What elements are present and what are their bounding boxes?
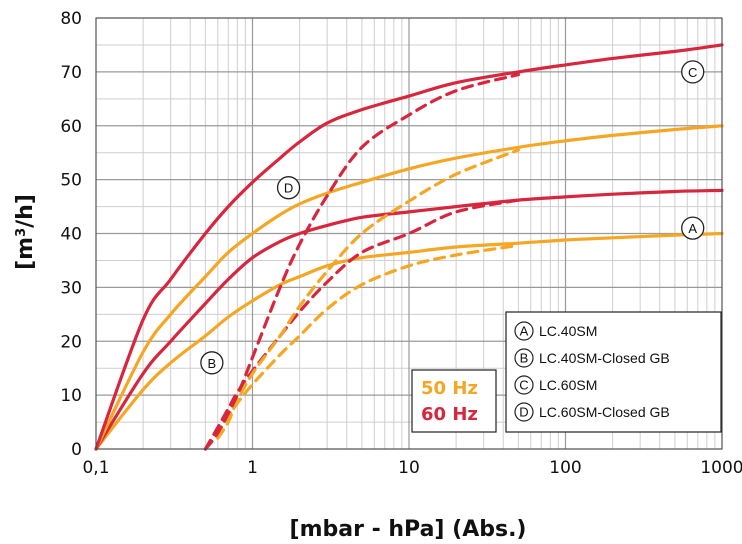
curve-c-50hz [94, 124, 724, 451]
y-tick-label: 70 [60, 63, 82, 83]
legend-entry-b: B LC.40SM-Closed GB [514, 348, 670, 368]
x-tick-label: 10 [398, 458, 420, 478]
legend-marker-letter: D [519, 405, 528, 420]
y-tick-label: 30 [60, 278, 82, 298]
curve-d-50hz [216, 148, 520, 440]
legend-label: LC.40SM-Closed GB [539, 350, 670, 366]
y-axis-title: [m3/h] [13, 194, 38, 270]
curve-c-60hz [94, 43, 724, 451]
model-legend-box [505, 311, 722, 433]
y-tick-label: 60 [60, 117, 82, 137]
legend-label: LC.60SM-Closed GB [539, 404, 670, 420]
x-tick-label: 1 [247, 458, 258, 478]
marker-circle [681, 216, 705, 240]
x-tick-labels: 0,1 1 10 100 1000 [82, 458, 742, 478]
marker-letter: C [688, 65, 697, 80]
plot-frame [95, 17, 723, 450]
legend-marker-circle [514, 402, 534, 422]
y-tick-label: 0 [71, 440, 82, 460]
legend-marker-letter: C [519, 378, 528, 393]
x-axis-title: [mbar - hPa] (Abs.) [290, 517, 527, 542]
x-tick-label: 0,1 [82, 458, 109, 478]
y-tick-labels: 0 10 20 30 40 50 60 70 80 [60, 9, 82, 460]
curve-marker-d: D [276, 176, 301, 200]
legend-marker-letter: B [520, 351, 529, 366]
marker-letter: A [688, 221, 697, 236]
x-tick-label: 100 [549, 458, 581, 478]
y-axis-title-main: [m [13, 237, 38, 270]
marker-letter: B [208, 356, 217, 371]
legend-entry-a: A LC.40SM [514, 321, 597, 341]
curve-d-60hz [203, 73, 520, 451]
legend-entry-c: C LC.60SM [514, 375, 597, 395]
frequency-legend-box [411, 369, 497, 433]
legend-marker-circle [514, 321, 534, 341]
frequency-legend: 50 Hz 60 Hz [411, 369, 497, 433]
marker-letter: D [284, 181, 293, 196]
frequency-60hz-label: 60 Hz [421, 404, 478, 425]
legend-label: LC.60SM [539, 377, 597, 393]
curve-marker-a: A [681, 216, 705, 240]
curve-a-60hz [94, 188, 724, 451]
x-tick-label: 1000 [700, 458, 742, 478]
marker-circle [276, 176, 301, 200]
y-tick-label: 10 [60, 386, 82, 406]
marker-circle [681, 60, 705, 84]
y-tick-label: 20 [60, 332, 82, 352]
legend-marker-circle [514, 375, 534, 395]
frequency-50hz-label: 50 Hz [421, 378, 478, 399]
legend-marker-circle [514, 348, 534, 368]
curve-marker-b: B [200, 351, 224, 375]
model-legend: A LC.40SM B LC.40SM-Closed GB C LC.60SM D LC.60… [505, 311, 722, 433]
y-axis-title-tail: /h] [13, 194, 38, 228]
y-tick-label: 40 [60, 225, 82, 245]
marker-circle [200, 351, 224, 375]
legend-marker-letter: A [520, 324, 529, 339]
curve-marker-c: C [681, 60, 705, 84]
y-tick-label: 80 [60, 9, 82, 29]
y-tick-label: 50 [60, 171, 82, 191]
legend-entry-d: D LC.60SM-Closed GB [514, 402, 670, 422]
curves [94, 43, 724, 451]
y-axis-title-superscript: 3 [14, 228, 29, 237]
legend-label: LC.40SM [539, 323, 597, 339]
curve-a-50hz [94, 231, 724, 451]
model-legend-entries: A LC.40SM B LC.40SM-Closed GB C LC.60SM D LC.60… [514, 321, 670, 422]
